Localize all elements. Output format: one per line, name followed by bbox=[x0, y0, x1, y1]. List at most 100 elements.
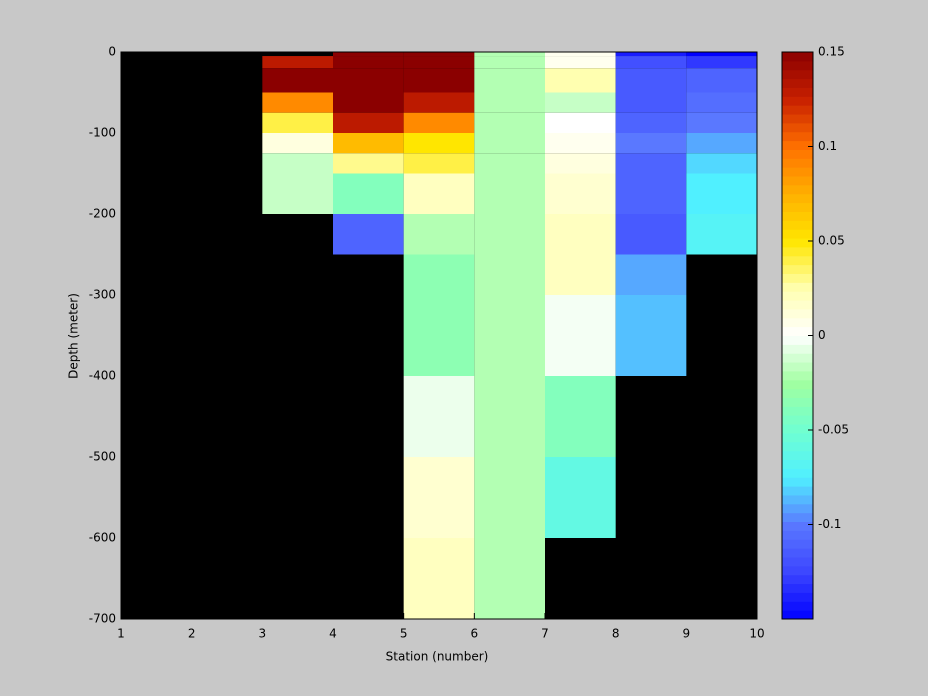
colorbar-tick-label: 0.1 bbox=[818, 139, 837, 153]
heatmap-cell bbox=[333, 214, 404, 255]
x-tick-label: 4 bbox=[329, 627, 337, 641]
heatmap-cell bbox=[615, 68, 687, 93]
colorbar-band bbox=[782, 539, 813, 549]
heatmap-cell bbox=[262, 92, 333, 113]
colorbar-band bbox=[782, 335, 813, 345]
heatmap-cell bbox=[545, 376, 616, 457]
x-tick-label: 9 bbox=[683, 627, 691, 641]
heatmap-cell bbox=[403, 173, 475, 214]
colorbar-band bbox=[782, 432, 813, 443]
colorbar-band bbox=[782, 601, 813, 611]
heatmap-cell bbox=[403, 457, 475, 538]
colorbar-band bbox=[782, 379, 813, 390]
colorbar-band bbox=[782, 167, 813, 177]
heatmap-cell bbox=[615, 153, 687, 174]
heatmap-cell bbox=[474, 295, 545, 376]
heatmap-cell bbox=[403, 538, 475, 619]
y-tick-label: -600 bbox=[89, 531, 116, 545]
colorbar-band bbox=[782, 114, 813, 124]
heatmap-cell bbox=[615, 214, 687, 255]
heatmap-cell bbox=[403, 112, 475, 133]
colorbar-band bbox=[782, 477, 813, 487]
colorbar-band bbox=[782, 229, 813, 239]
colorbar-band bbox=[782, 69, 813, 80]
colorbar-band bbox=[782, 238, 813, 248]
heatmap-cell bbox=[545, 457, 616, 538]
colorbar-band bbox=[782, 512, 813, 523]
colorbar-band bbox=[782, 282, 813, 292]
colorbar-band bbox=[782, 406, 813, 416]
heatmap-cell bbox=[615, 56, 687, 69]
heatmap-cell bbox=[262, 56, 333, 69]
colorbar-band bbox=[782, 450, 813, 461]
heatmap-cell bbox=[403, 254, 475, 295]
heatmap-cell bbox=[545, 133, 616, 154]
heatmap-cell bbox=[615, 112, 687, 133]
colorbar-band bbox=[782, 486, 813, 496]
x-tick-label: 3 bbox=[259, 627, 267, 641]
colorbar-band bbox=[782, 556, 813, 567]
colorbar-band bbox=[782, 122, 813, 133]
colorbar-band bbox=[782, 494, 813, 505]
x-tick-label: 5 bbox=[400, 627, 408, 641]
colorbar-band bbox=[782, 291, 813, 301]
colorbar-band bbox=[782, 255, 813, 266]
heatmap-cell bbox=[333, 153, 404, 174]
colorbar-band bbox=[782, 397, 813, 407]
x-tick-label: 8 bbox=[612, 627, 620, 641]
colorbar-band bbox=[782, 300, 813, 310]
heatmap-cell bbox=[403, 92, 475, 113]
heatmap-cell bbox=[474, 254, 545, 295]
colorbar-band bbox=[782, 441, 813, 452]
colorbar-band bbox=[782, 583, 813, 593]
y-axis-label: Depth (meter) bbox=[67, 293, 81, 379]
y-tick-label: -300 bbox=[89, 288, 116, 302]
heatmap-cell bbox=[545, 153, 616, 174]
heatmap-cell bbox=[262, 68, 333, 93]
colorbar-band bbox=[782, 52, 813, 62]
colorbar-band bbox=[782, 326, 813, 336]
colorbar-band bbox=[782, 211, 813, 221]
plot-frame bbox=[120, 51, 758, 620]
colorbar-band bbox=[782, 548, 813, 558]
heatmap-cell bbox=[403, 133, 475, 154]
heatmap-cell bbox=[403, 295, 475, 376]
colorbar-band bbox=[782, 530, 813, 540]
colorbar-band bbox=[782, 370, 813, 381]
colorbar-band bbox=[782, 193, 813, 204]
heatmap-cell bbox=[474, 92, 545, 113]
heatmap-cell bbox=[615, 92, 687, 113]
heatmap-cell bbox=[686, 68, 757, 93]
heatmap-cell bbox=[403, 214, 475, 255]
x-tick-label: 1 bbox=[117, 627, 125, 641]
heatmap-cell bbox=[262, 112, 333, 133]
heatmap-cell bbox=[615, 52, 687, 57]
heatmap-cell bbox=[615, 295, 687, 376]
heatmap-cell bbox=[686, 92, 757, 113]
colorbar-band bbox=[782, 574, 813, 585]
colorbar-band bbox=[782, 140, 813, 150]
colorbar-band bbox=[782, 60, 813, 71]
colorbar-band bbox=[782, 105, 813, 115]
heatmap-cell bbox=[333, 112, 404, 133]
colorbar-band bbox=[782, 565, 813, 576]
colorbar-band bbox=[782, 317, 813, 328]
heatmap-cell bbox=[545, 92, 616, 113]
heatmap-cell bbox=[474, 457, 545, 538]
colorbar-band bbox=[782, 592, 813, 602]
heatmap-cell bbox=[262, 153, 333, 174]
colorbar-band bbox=[782, 202, 813, 212]
heatmap-cell bbox=[545, 214, 616, 255]
heatmap-cell bbox=[333, 68, 404, 93]
y-tick-label: -200 bbox=[89, 207, 116, 221]
colorbar-band bbox=[782, 424, 813, 434]
heatmap-cell bbox=[262, 133, 333, 154]
heatmap-cell bbox=[333, 173, 404, 214]
heatmap-cell bbox=[474, 52, 545, 57]
x-tick-label: 2 bbox=[188, 627, 196, 641]
x-tick-label: 6 bbox=[471, 627, 479, 641]
heatmap-cell bbox=[615, 173, 687, 214]
colorbar-band bbox=[782, 176, 813, 186]
heatmap-cell bbox=[545, 52, 616, 57]
